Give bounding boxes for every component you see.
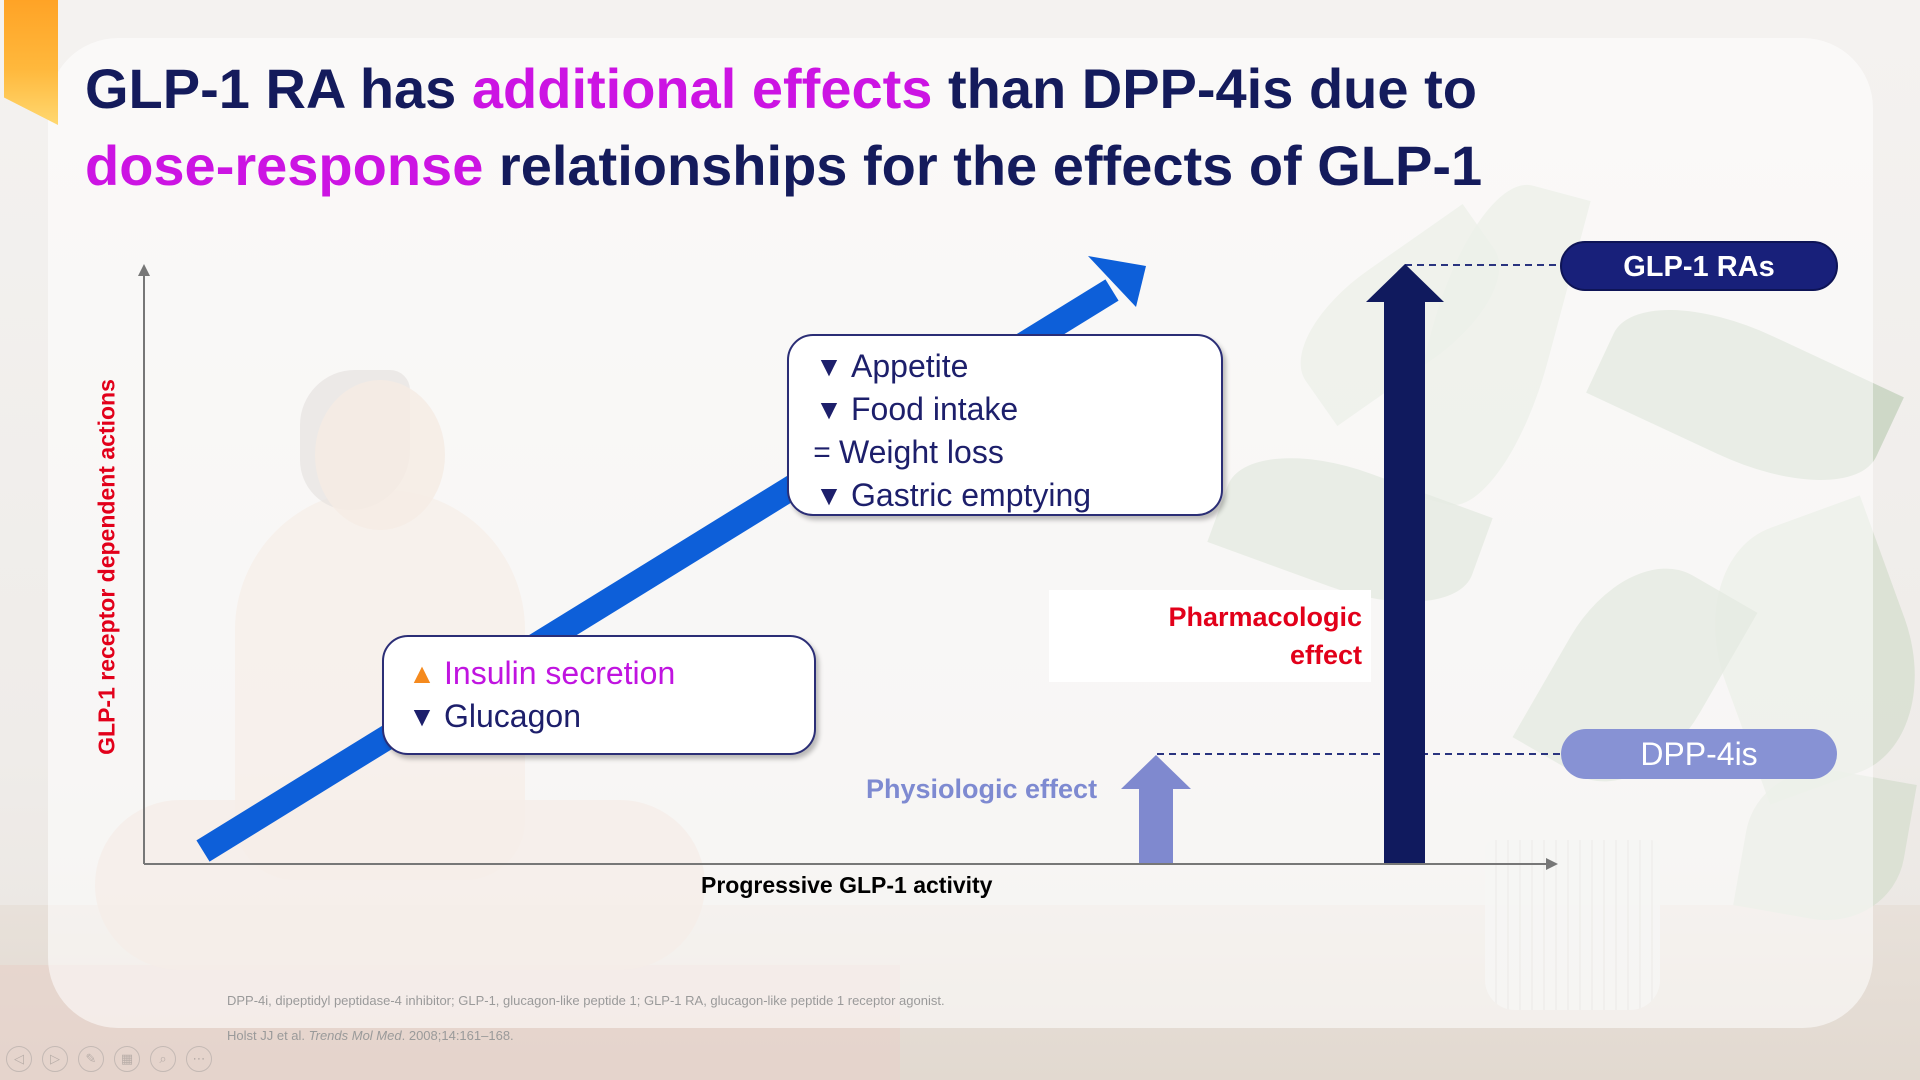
slideshow-toolbar: ◁ ▷ ✎ ▦ ⌕ ⋯ xyxy=(6,1046,212,1072)
pen-icon[interactable]: ✎ xyxy=(78,1046,104,1072)
effect-line-glucagon: ▼ Glucagon xyxy=(406,695,814,738)
y-axis-label: GLP-1 receptor dependent actions xyxy=(93,379,120,755)
title-part-2: than DPP-4is due to xyxy=(932,57,1477,120)
effect-text: Glucagon xyxy=(444,698,581,734)
reference-footnote: Holst JJ et al. Trends Mol Med. 2008;14:… xyxy=(227,1028,514,1043)
x-axis-arrowhead xyxy=(1546,858,1558,870)
physiologic-arrow xyxy=(1121,755,1191,863)
physiologic-effect-label: Physiologic effect xyxy=(866,774,1098,804)
reference-journal: Trends Mol Med xyxy=(308,1028,402,1043)
title-highlight-1: additional effects xyxy=(471,57,933,120)
effect-line-insulin: ▲ Insulin secretion xyxy=(406,652,814,695)
down-triangle-icon: ▼ xyxy=(815,393,843,425)
more-icon[interactable]: ⋯ xyxy=(186,1046,212,1072)
down-triangle-icon: ▼ xyxy=(815,479,843,511)
effect-text: Gastric emptying xyxy=(851,477,1092,513)
title-part-3: relationships for the effects of GLP-1 xyxy=(483,134,1483,197)
pharmacologic-label-line-2: effect xyxy=(1289,640,1362,670)
x-axis-label: Progressive GLP-1 activity xyxy=(701,872,993,898)
prev-icon[interactable]: ◁ xyxy=(6,1046,32,1072)
slides-icon[interactable]: ▦ xyxy=(114,1046,140,1072)
abbreviations-footnote: DPP-4i, dipeptidyl peptidase-4 inhibitor… xyxy=(227,993,945,1008)
pharmacologic-effect-label: Pharmacologic effect xyxy=(1049,590,1371,682)
y-axis-arrowhead xyxy=(138,264,150,276)
dose-response-arrowhead xyxy=(1088,256,1146,307)
pharmacologic-arrow xyxy=(1366,264,1444,863)
reference-authors: Holst JJ et al. xyxy=(227,1028,309,1043)
slide-title: GLP-1 RA has additional effects than DPP… xyxy=(85,50,1785,204)
reference-details: . 2008;14:161–168. xyxy=(401,1028,514,1043)
effect-line-gastric-emptying: ▼ Gastric emptying xyxy=(813,474,1221,517)
pharmacologic-label-line-1: Pharmacologic xyxy=(1168,602,1362,632)
next-icon[interactable]: ▷ xyxy=(42,1046,68,1072)
appetite-effects-box: ▼ Appetite ▼ Food intake = Weight loss ▼… xyxy=(787,334,1223,516)
effect-text: Food intake xyxy=(851,391,1019,427)
up-triangle-icon: ▲ xyxy=(408,657,436,689)
glp1-ras-badge: GLP-1 RAs xyxy=(1560,241,1838,291)
effect-line-weight-loss: = Weight loss xyxy=(813,431,1221,474)
effect-text: Appetite xyxy=(851,348,969,384)
down-triangle-icon: ▼ xyxy=(408,700,436,732)
effect-text: Weight loss xyxy=(839,434,1004,470)
equals-icon: = xyxy=(813,435,831,469)
title-highlight-2: dose-response xyxy=(85,134,484,197)
effect-text: Insulin secretion xyxy=(444,655,676,691)
glucose-effects-box: ▲ Insulin secretion ▼ Glucagon xyxy=(382,635,816,755)
effect-line-food-intake: ▼ Food intake xyxy=(813,388,1221,431)
dpp4is-badge: DPP-4is xyxy=(1561,729,1837,779)
zoom-icon[interactable]: ⌕ xyxy=(150,1046,176,1072)
effect-line-appetite: ▼ Appetite xyxy=(813,345,1221,388)
down-triangle-icon: ▼ xyxy=(815,350,843,382)
title-part-1: GLP-1 RA has xyxy=(85,57,472,120)
